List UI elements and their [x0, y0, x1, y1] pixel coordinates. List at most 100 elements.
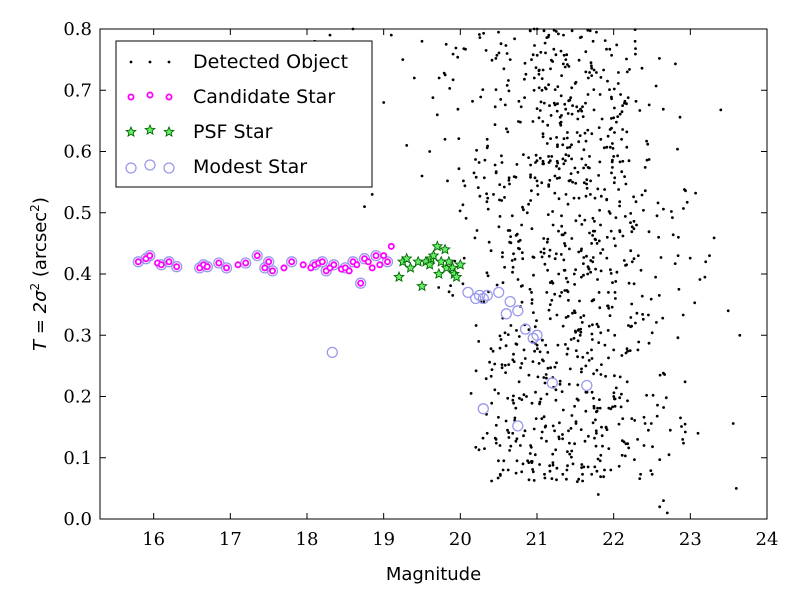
detected-object-point	[569, 178, 572, 182]
detected-object-point	[548, 317, 552, 321]
detected-object-point	[500, 363, 504, 366]
detected-object-point	[596, 278, 599, 281]
detected-object-point	[580, 466, 583, 469]
detected-object-point	[515, 437, 519, 441]
detected-object-point	[618, 160, 622, 164]
candidate-star-point	[265, 258, 273, 266]
detected-object-point	[528, 287, 532, 291]
detected-object-point	[553, 365, 557, 369]
detected-object-point	[612, 116, 616, 120]
detected-object-point	[576, 329, 580, 332]
detected-object-point	[543, 472, 546, 476]
candidate-star-point	[268, 267, 276, 275]
detected-object-point	[517, 120, 520, 123]
detected-object-point	[564, 276, 568, 280]
candidate-star-point	[380, 252, 388, 260]
modest-star-point	[504, 295, 516, 308]
detected-object-point	[428, 150, 432, 153]
detected-object-point	[627, 324, 630, 327]
y-tick-label: 0.0	[63, 509, 92, 530]
detected-object-point	[577, 58, 581, 62]
detected-object-point	[590, 64, 593, 68]
detected-object-point	[527, 373, 531, 377]
detected-object-point	[536, 375, 540, 379]
detected-object-point	[494, 88, 498, 91]
detected-object-point	[548, 464, 552, 468]
detected-object-point	[665, 511, 669, 515]
detected-object-point	[610, 160, 614, 164]
detected-object-point	[627, 446, 631, 450]
detected-object-point	[505, 127, 508, 131]
detected-object-point	[476, 186, 480, 190]
detected-object-point	[510, 259, 514, 262]
detected-object-point	[514, 439, 518, 443]
detected-object-point	[474, 369, 478, 373]
detected-object-point	[542, 376, 546, 379]
detected-object-point	[511, 431, 515, 435]
y-tick-label: 0.8	[63, 19, 92, 40]
detected-object-point	[541, 162, 545, 166]
detected-object-point	[545, 291, 549, 294]
detected-object-point	[538, 156, 542, 160]
detected-object-point	[498, 346, 502, 350]
candidate-star-point	[242, 259, 250, 267]
detected-object-point	[581, 105, 584, 109]
x-tick-label: 22	[602, 529, 625, 550]
detected-object-point	[634, 321, 637, 325]
detected-object-point	[554, 388, 558, 392]
detected-object-point	[634, 52, 637, 56]
detected-object-point	[563, 244, 567, 248]
detected-object-point	[621, 104, 624, 107]
detected-object-point	[567, 298, 570, 302]
detected-object-point	[584, 50, 588, 54]
detected-object-point	[576, 339, 580, 343]
detected-object-point	[551, 452, 555, 456]
detected-object-point	[589, 259, 593, 262]
detected-object-point	[591, 323, 594, 327]
detected-object-point	[475, 148, 478, 152]
detected-object-point	[634, 200, 638, 204]
detected-object-point	[458, 209, 462, 213]
detected-object-point	[603, 343, 607, 347]
detected-object-point	[627, 281, 631, 285]
detected-object-point	[531, 120, 535, 123]
detected-object-point	[523, 96, 526, 99]
detected-object-point	[575, 131, 579, 134]
detected-object-point	[547, 83, 550, 87]
detected-object-point	[579, 249, 583, 253]
detected-object-point	[656, 201, 660, 205]
detected-object-point	[574, 80, 578, 84]
detected-object-point	[599, 76, 603, 79]
detected-object-point	[629, 316, 633, 319]
detected-object-point	[623, 215, 627, 218]
detected-object-point	[573, 283, 576, 286]
detected-object-point	[583, 439, 587, 443]
detected-object-point	[540, 417, 544, 420]
detected-object-point	[586, 128, 590, 132]
detected-object-point	[517, 380, 521, 384]
detected-object-point	[540, 88, 544, 92]
detected-object-point	[546, 351, 550, 354]
detected-object-point	[529, 163, 532, 167]
detected-object-point	[688, 256, 692, 260]
modest-star-point	[531, 329, 543, 341]
detected-object-point	[507, 436, 511, 439]
modest-star-point	[527, 332, 539, 344]
detected-object-point	[560, 224, 564, 228]
detected-object-point	[580, 463, 584, 466]
detected-object-point	[522, 434, 525, 438]
detected-object-point	[573, 166, 577, 170]
detected-object-point	[606, 329, 610, 332]
legend-marker-detected	[129, 60, 171, 64]
detected-object-point	[566, 280, 570, 284]
modest-star-point	[381, 256, 394, 268]
detected-object-point	[561, 324, 565, 328]
detected-object-point	[595, 469, 599, 473]
legend-marker-candidate	[127, 91, 173, 101]
detected-object-point	[633, 458, 636, 461]
detected-object-point	[512, 175, 516, 179]
detected-object-point	[593, 436, 596, 440]
detected-object-point	[524, 72, 528, 76]
x-tick-label: 21	[526, 529, 549, 550]
detected-object-point	[694, 191, 697, 195]
